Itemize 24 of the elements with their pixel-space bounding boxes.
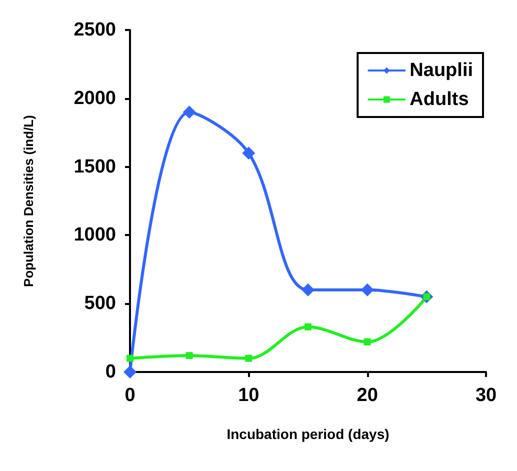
x-tick-label: 30 xyxy=(475,385,497,406)
x-axis-title: Incubation period (days) xyxy=(226,426,390,442)
point xyxy=(242,146,256,160)
y-tick-label: 1000 xyxy=(74,224,116,246)
legend-label: Adults xyxy=(410,89,469,110)
y-tick-label: 1500 xyxy=(74,156,116,178)
x-tick-label: 20 xyxy=(356,385,378,406)
y-tick-label: 2500 xyxy=(74,20,116,40)
legend-label: Nauplii xyxy=(410,60,474,81)
point xyxy=(124,366,136,378)
x-tick-label: 0 xyxy=(124,385,136,406)
y-tick-label: 0 xyxy=(105,362,116,382)
point xyxy=(364,338,371,346)
point xyxy=(302,283,314,296)
y-tick-label: 2000 xyxy=(74,88,116,109)
point xyxy=(360,283,374,296)
y-tick-label: 500 xyxy=(84,293,116,314)
point xyxy=(304,323,312,330)
point xyxy=(245,354,252,362)
point xyxy=(126,354,134,362)
y-axis-title: Population Densities (ind/L) xyxy=(21,115,36,287)
point xyxy=(186,352,193,360)
point xyxy=(182,106,196,119)
x-tick-label: 10 xyxy=(238,385,260,406)
